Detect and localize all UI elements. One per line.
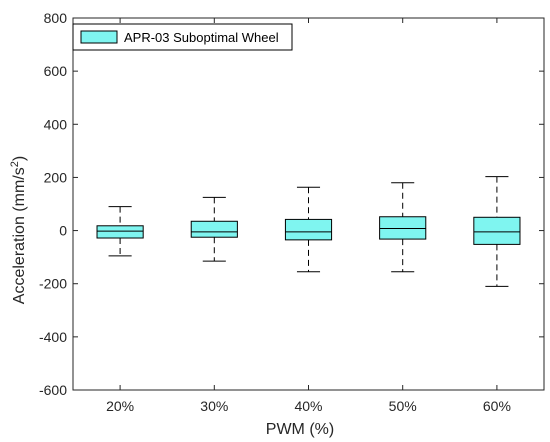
- box-40pct: [284, 186, 333, 273]
- y-axis-title: Acceleration (mm/s2): [9, 156, 28, 304]
- y-tick-label: 600: [44, 63, 68, 79]
- x-tick-label: 60%: [483, 398, 511, 414]
- y-axis-title-close: ): [11, 156, 28, 161]
- box-60pct: [473, 176, 521, 287]
- box-body: [284, 218, 333, 241]
- plot-frame: [72, 17, 545, 391]
- legend: APR-03 Suboptimal Wheel: [72, 23, 293, 51]
- y-tick-label: 200: [44, 169, 68, 185]
- x-tick-label: 50%: [389, 398, 417, 414]
- tick-labels: 800 600 400 200 0 -200 -400 -600 20% 30% 40% 50% 60%: [39, 10, 511, 414]
- y-axis-title-text: Acceleration (mm/s: [11, 167, 28, 304]
- x-tick-label: 20%: [106, 398, 134, 414]
- box-20pct: [96, 206, 144, 257]
- legend-label: APR-03 Suboptimal Wheel: [124, 30, 279, 45]
- box-body: [96, 225, 144, 239]
- y-tick-label: -200: [39, 276, 67, 292]
- x-axis-title: PWM (%): [266, 421, 334, 438]
- legend-swatch: [80, 30, 118, 44]
- y-axis-title-superscript: 2: [9, 161, 21, 167]
- y-tick-label: 400: [44, 116, 68, 132]
- box-body: [473, 216, 521, 245]
- x-tick-label: 30%: [200, 398, 228, 414]
- box-30pct: [190, 196, 238, 262]
- box-body: [190, 220, 238, 238]
- y-tick-label: -600: [39, 382, 67, 398]
- y-tick-label: 800: [44, 10, 68, 26]
- box-plot-series: [96, 176, 521, 287]
- box-body: [379, 216, 427, 240]
- y-tick-label: -400: [39, 329, 67, 345]
- axes: [72, 17, 545, 391]
- x-tick-label: 40%: [294, 398, 322, 414]
- y-tick-label: 0: [59, 223, 67, 239]
- box-50pct: [379, 182, 427, 273]
